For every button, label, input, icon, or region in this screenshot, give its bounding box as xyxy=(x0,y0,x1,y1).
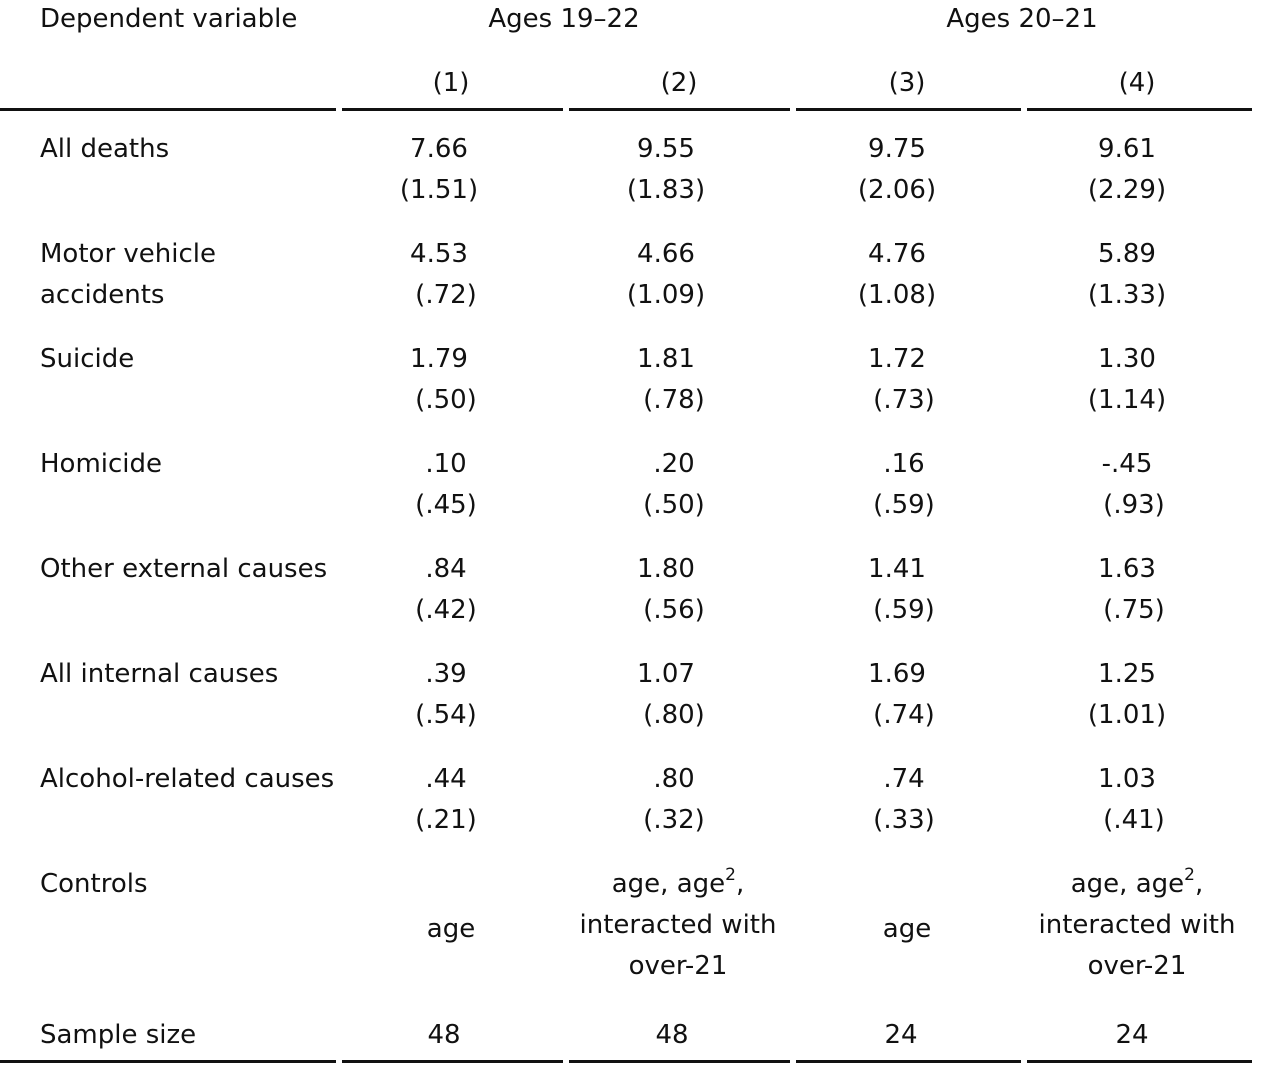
coef-cell: .74 xyxy=(883,764,925,794)
se-cell: (.21) xyxy=(415,805,477,835)
controls-col2: age, age2, interacted with over-21 xyxy=(580,864,777,987)
se-cell: (.59) xyxy=(873,595,935,625)
row-label-homicide: Homicide xyxy=(40,449,163,479)
column-header-4: (4) xyxy=(1118,68,1156,98)
row-label-all-internal: All internal causes xyxy=(40,659,279,689)
group-header-ages-20-21: Ages 20–21 xyxy=(946,4,1098,34)
se-cell: (.75) xyxy=(1103,595,1165,625)
controls-col3: age xyxy=(882,914,932,944)
header-rule-col3 xyxy=(796,108,1021,111)
controls-col2-line3: over-21 xyxy=(628,951,728,981)
se-cell: (.56) xyxy=(643,595,705,625)
row-label-all-deaths: All deaths xyxy=(40,134,170,164)
coef-cell: 9.55 xyxy=(637,134,695,164)
se-cell: (.45) xyxy=(415,490,477,520)
row-label-controls: Controls xyxy=(40,869,148,899)
header-rule-label xyxy=(0,108,336,111)
sample-size-cell: 48 xyxy=(427,1020,461,1050)
se-cell: (.93) xyxy=(1103,490,1165,520)
se-cell: (1.01) xyxy=(1087,700,1167,730)
coef-cell: 1.69 xyxy=(868,659,926,689)
header-rule-col1 xyxy=(342,108,563,111)
coef-cell: .10 xyxy=(425,449,467,479)
controls-col4-line3: over-21 xyxy=(1087,951,1187,981)
se-cell: (1.08) xyxy=(857,280,937,310)
controls-col4-line2: interacted with xyxy=(1038,910,1236,940)
coef-cell: 4.66 xyxy=(637,239,695,269)
coef-cell: .16 xyxy=(883,449,925,479)
row-label-sample-size: Sample size xyxy=(40,1020,197,1050)
bottom-rule-col2 xyxy=(569,1060,790,1063)
coef-cell: 1.07 xyxy=(637,659,695,689)
coef-cell: 7.66 xyxy=(410,134,468,164)
se-cell: (.50) xyxy=(643,490,705,520)
controls-col2-line1: age, age2, xyxy=(611,865,745,900)
row-label-alcohol-related: Alcohol-related causes xyxy=(40,764,335,794)
se-cell: (.50) xyxy=(415,385,477,415)
se-cell: (.73) xyxy=(873,385,935,415)
controls-col2-line2: interacted with xyxy=(579,910,777,940)
se-cell: (1.33) xyxy=(1087,280,1167,310)
controls-col4: age, age2, interacted with over-21 xyxy=(1039,864,1236,987)
se-cell: (.74) xyxy=(873,700,935,730)
coef-cell: 1.25 xyxy=(1098,659,1156,689)
se-cell: (.59) xyxy=(873,490,935,520)
se-cell: (.54) xyxy=(415,700,477,730)
se-cell: (.80) xyxy=(643,700,705,730)
coef-cell: .44 xyxy=(425,764,467,794)
dependent-variable-header: Dependent variable xyxy=(40,4,298,34)
coef-cell: 1.80 xyxy=(637,554,695,584)
coef-cell: 1.72 xyxy=(868,344,926,374)
coef-cell: 1.03 xyxy=(1098,764,1156,794)
coef-cell: 1.81 xyxy=(637,344,695,374)
coef-cell: -.45 xyxy=(1101,449,1153,479)
row-label-suicide: Suicide xyxy=(40,344,135,374)
column-header-3: (3) xyxy=(888,68,926,98)
controls-col1: age xyxy=(426,914,476,944)
coef-cell: 9.75 xyxy=(868,134,926,164)
row-label-motor-vehicle-line2: accidents xyxy=(40,280,165,310)
bottom-rule-col4 xyxy=(1027,1060,1252,1063)
coef-cell: 1.30 xyxy=(1098,344,1156,374)
column-header-2: (2) xyxy=(660,68,698,98)
se-cell: (2.06) xyxy=(857,175,937,205)
se-cell: (1.83) xyxy=(626,175,706,205)
coef-cell: 5.89 xyxy=(1098,239,1156,269)
se-cell: (.78) xyxy=(643,385,705,415)
se-cell: (.72) xyxy=(415,280,477,310)
bottom-rule-col1 xyxy=(342,1060,563,1063)
sample-size-cell: 24 xyxy=(884,1020,918,1050)
coef-cell: 4.76 xyxy=(868,239,926,269)
coef-cell: 1.63 xyxy=(1098,554,1156,584)
sample-size-cell: 48 xyxy=(655,1020,689,1050)
se-cell: (1.51) xyxy=(399,175,479,205)
header-rule-col2 xyxy=(569,108,790,111)
coef-cell: 1.41 xyxy=(868,554,926,584)
controls-col4-line1: age, age2, xyxy=(1070,865,1204,900)
se-cell: (.42) xyxy=(415,595,477,625)
row-label-motor-vehicle: Motor vehicle xyxy=(40,239,216,269)
header-rule-col4 xyxy=(1027,108,1252,111)
coef-cell: .39 xyxy=(425,659,467,689)
coef-cell: .84 xyxy=(425,554,467,584)
row-label-other-external: Other external causes xyxy=(40,554,328,584)
se-cell: (.32) xyxy=(643,805,705,835)
bottom-rule-col3 xyxy=(796,1060,1021,1063)
bottom-rule-label xyxy=(0,1060,336,1063)
coef-cell: 1.79 xyxy=(410,344,468,374)
se-cell: (1.09) xyxy=(626,280,706,310)
se-cell: (.33) xyxy=(873,805,935,835)
coef-cell: .80 xyxy=(653,764,695,794)
column-header-1: (1) xyxy=(432,68,470,98)
coef-cell: 9.61 xyxy=(1098,134,1156,164)
group-header-ages-19-22: Ages 19–22 xyxy=(488,4,640,34)
se-cell: (2.29) xyxy=(1087,175,1167,205)
se-cell: (1.14) xyxy=(1087,385,1167,415)
coef-cell: .20 xyxy=(653,449,695,479)
coef-cell: 4.53 xyxy=(410,239,468,269)
sample-size-cell: 24 xyxy=(1115,1020,1149,1050)
se-cell: (.41) xyxy=(1103,805,1165,835)
